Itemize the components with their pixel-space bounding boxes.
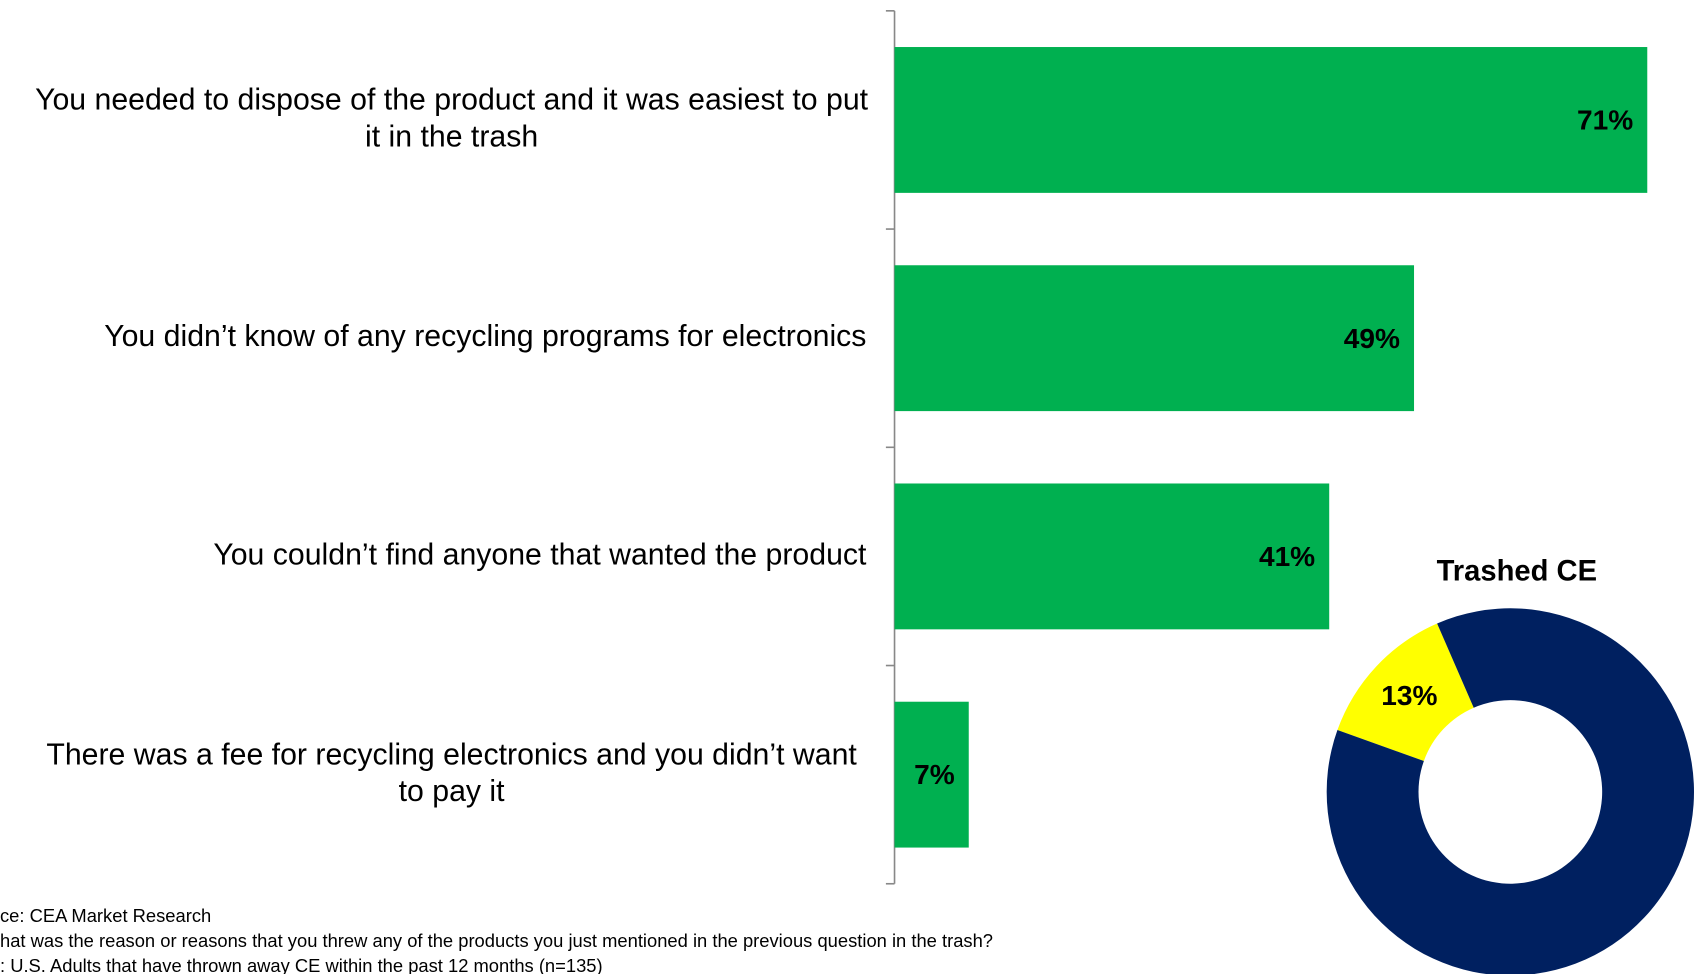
bar — [894, 265, 1415, 412]
value-label: 7% — [914, 759, 955, 790]
bar — [894, 701, 969, 848]
donut-slice — [1326, 608, 1694, 974]
category-label: You couldn’t find anyone that wanted the… — [213, 538, 867, 571]
footnote: ce: CEA Market Research — [0, 905, 211, 926]
donut-slice — [1337, 623, 1474, 761]
value-label: 41% — [1259, 541, 1315, 572]
footnote: hat was the reason or reasons that you t… — [0, 930, 993, 951]
bar — [894, 47, 1648, 193]
slice-label: 13% — [1381, 680, 1437, 711]
footnote: : U.S. Adults that have thrown away CE w… — [0, 955, 603, 974]
category-label: There was a fee for recycling electronic… — [46, 738, 857, 808]
donut-title: Trashed CE — [1437, 555, 1597, 587]
value-label: 49% — [1344, 323, 1400, 354]
category-label: You didn’t know of any recycling program… — [104, 320, 866, 353]
bar — [894, 483, 1330, 630]
category-label: You needed to dispose of the product and… — [35, 84, 869, 154]
value-label: 71% — [1577, 105, 1633, 136]
